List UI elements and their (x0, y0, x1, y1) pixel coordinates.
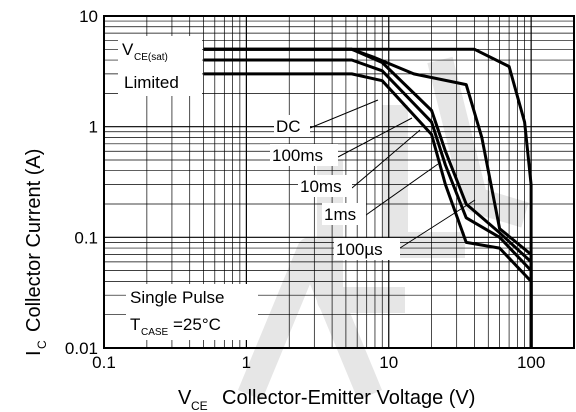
tcase-symbol: T (130, 315, 140, 334)
soa-curves (203, 47, 533, 348)
tcase-subscript: CASE (141, 327, 169, 338)
10ms-label: 10ms (300, 177, 342, 196)
1ms-label: 1ms (324, 205, 356, 224)
x-tick-label: 0.1 (92, 353, 116, 372)
single-pulse-label: Single Pulse (130, 288, 225, 307)
y-tick-label: 10 (79, 7, 98, 26)
y-axis-ticks: 10 1 0.1 0.01 (65, 7, 98, 358)
dc-label-box (274, 115, 310, 137)
leader-10ms (351, 129, 421, 189)
10ms-label-box (298, 175, 352, 197)
x-tick-label: 10 (379, 353, 398, 372)
100us-label-box (334, 238, 400, 260)
x-axis-title-subscript: CE (191, 399, 208, 412)
leader-lines (309, 99, 476, 249)
y-axis-title-symbol: I (23, 350, 45, 356)
x-tick-label: 1 (242, 353, 251, 372)
curve-10ms (203, 47, 533, 348)
x-axis-title: V CE Collector-Emitter Voltage (V) (178, 387, 475, 412)
y-tick-label: 0.1 (74, 228, 98, 247)
100ms-label: 100ms (272, 146, 323, 165)
100ms-label-box (270, 144, 338, 166)
dc-label: DC (276, 117, 301, 136)
y-axis-title-subscript: C (35, 340, 49, 349)
leader-1ms (365, 163, 439, 216)
x-axis-title-text: Collector-Emitter Voltage (V) (222, 387, 475, 409)
y-axis-title: I C Collector Current (A) (23, 149, 49, 356)
leader-100us (399, 199, 476, 249)
x-axis-ticks: 0.1 1 10 100 (92, 353, 545, 372)
x-axis-title-symbol: V (178, 387, 192, 409)
y-tick-label: 0.01 (65, 339, 98, 358)
annotations: V CE(sat) Limited DC 100ms 10ms 1ms 100µ… (118, 36, 476, 340)
leader-dc (309, 99, 379, 129)
100us-label: 100µs (336, 240, 383, 259)
single-pulse-box (126, 284, 258, 340)
curve-dc (203, 72, 533, 348)
leader-100ms (337, 117, 413, 158)
y-tick-label: 1 (89, 118, 98, 137)
x-tick-label: 100 (517, 353, 545, 372)
1ms-label-box (322, 203, 366, 225)
vce-sat-symbol: V (122, 40, 134, 59)
tcase-value: =25°C (173, 315, 221, 334)
plot-frame (103, 15, 575, 349)
vce-sat-subscript: CE(sat) (134, 52, 168, 63)
y-axis-title-text: Collector Current (A) (23, 149, 45, 332)
curve-100ms (203, 58, 533, 348)
curve-100s (203, 47, 533, 348)
vce-sat-label-box (118, 36, 202, 96)
vce-sat-limited: Limited (124, 73, 179, 92)
